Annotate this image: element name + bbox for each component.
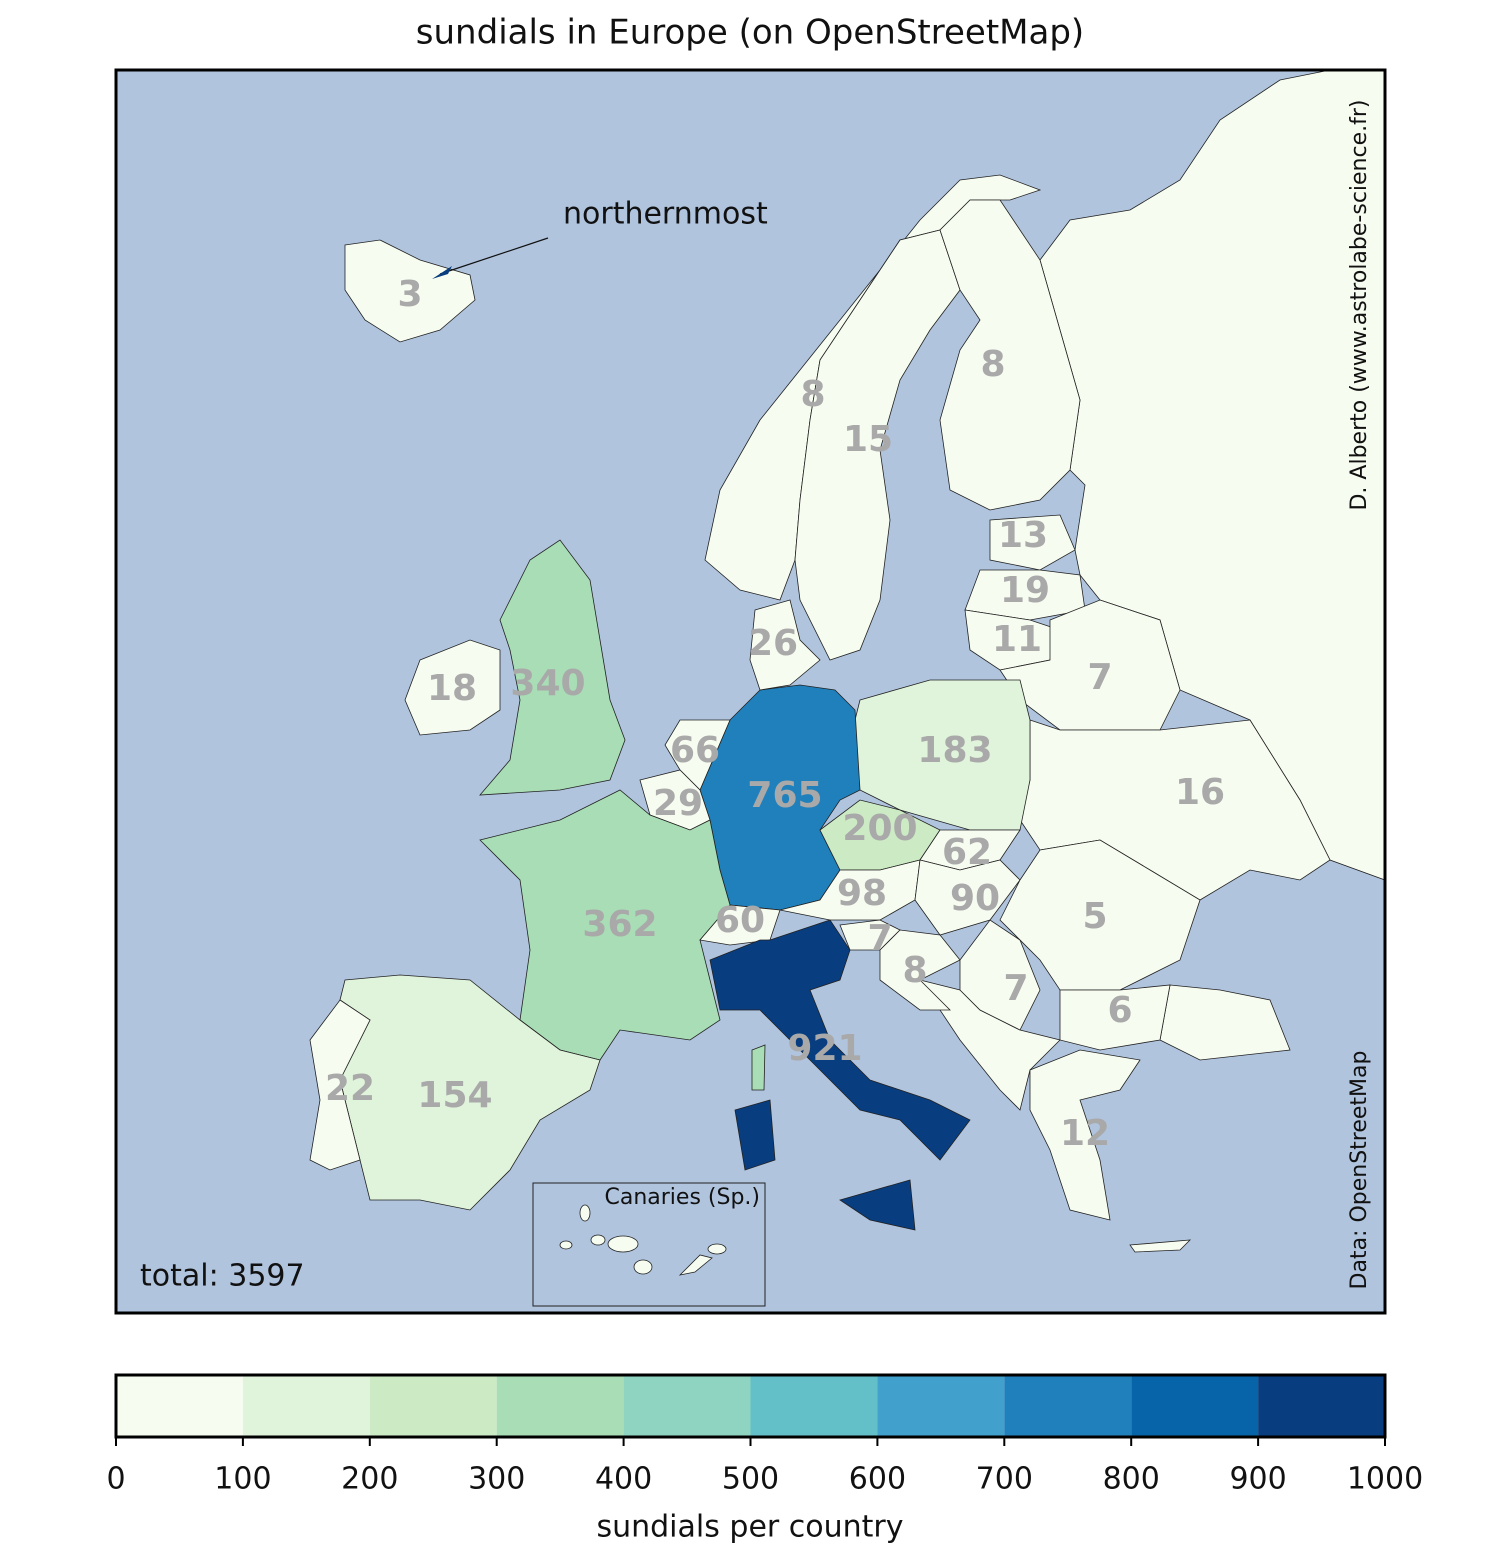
country-count: 62 (942, 832, 992, 873)
country-count: 765 (747, 775, 822, 816)
country (939, 199, 1081, 511)
country (709, 919, 971, 1231)
colorbar-tick-label: 600 (849, 1462, 906, 1497)
country-count: 18 (427, 668, 477, 709)
country-count: 12 (1060, 1113, 1110, 1154)
country (794, 229, 961, 661)
country-count: 200 (842, 808, 917, 849)
colorbar: 0 100 200 300 400 500 600 700 800 900 1000 (106, 1373, 1423, 1497)
inset-label: Canaries (Sp.) (604, 1185, 760, 1210)
colorbar-bin (496, 1375, 624, 1437)
source: Data: OpenStreetMap (1347, 1051, 1372, 1290)
country-count: 66 (670, 730, 720, 771)
country (989, 514, 1076, 571)
colorbar-tick-label: 100 (214, 1462, 271, 1497)
country (1029, 1049, 1192, 1253)
country-count: 183 (917, 730, 992, 771)
annotation-marker (432, 266, 452, 279)
colorbar-bin (1131, 1375, 1259, 1437)
country-count: 16 (1175, 772, 1225, 813)
country-labels: 3815813191171618376526662936234018200629… (325, 274, 1225, 1154)
credit: D. Alberto (www.astrolabe-science.fr) (1347, 99, 1372, 510)
colorbar-tick-label: 800 (1103, 1462, 1160, 1497)
country-count: 7 (1003, 968, 1028, 1009)
country (879, 929, 961, 1011)
country (1019, 719, 1331, 901)
colorbar-tick-label: 500 (722, 1462, 779, 1497)
country-count: 340 (510, 663, 585, 704)
colorbar-tick-label: 0 (106, 1462, 125, 1497)
country (699, 904, 781, 946)
colorbar-tick-label: 1000 (1347, 1462, 1423, 1497)
colorbar-bin (750, 1375, 878, 1437)
country-count: 8 (980, 344, 1005, 385)
country-count: 921 (787, 1028, 862, 1069)
colorbar-tick-label: 900 (1229, 1462, 1286, 1497)
title: sundials in Europe (on OpenStreetMap) (416, 13, 1084, 53)
country-count: 3 (397, 274, 422, 315)
colorbar-bin (623, 1375, 751, 1437)
map-frame (114, 68, 1387, 1315)
country-count: 8 (800, 374, 825, 415)
country (404, 639, 501, 736)
country-count: 7 (1087, 657, 1112, 698)
colorbar-tick-label: 400 (595, 1462, 652, 1497)
country-count: 60 (715, 900, 765, 941)
colorbar-tick-label: 300 (468, 1462, 525, 1497)
land (309, 69, 1386, 1253)
country-count: 13 (998, 515, 1048, 556)
colorbar-bin (877, 1375, 1005, 1437)
country (479, 539, 626, 796)
country-count: 29 (653, 783, 703, 824)
country (344, 239, 476, 343)
country-count: 362 (582, 904, 657, 945)
country-count: 11 (992, 619, 1042, 660)
country (914, 859, 1021, 936)
country (959, 919, 1041, 1031)
country-count: 90 (950, 878, 1000, 919)
inset-islands (559, 1204, 727, 1276)
colorbar-bin (1258, 1375, 1385, 1437)
annotation-line (439, 237, 549, 275)
country-count: 6 (1107, 990, 1132, 1031)
colorbar-bin (369, 1375, 497, 1437)
country-count: 22 (325, 1068, 375, 1109)
colorbar-bin (242, 1375, 370, 1437)
country (749, 599, 821, 691)
country-count: 154 (417, 1075, 492, 1116)
country-count: 98 (837, 873, 887, 914)
total-label: total: 3597 (140, 1259, 305, 1294)
annotation: northernmost (563, 197, 768, 232)
colorbar-label: sundials per country (596, 1510, 903, 1545)
colorbar-bin (1004, 1375, 1132, 1437)
colorbar-tick-label: 700 (976, 1462, 1033, 1497)
country-count: 19 (1000, 570, 1050, 611)
country (309, 999, 371, 1171)
country-count: 8 (902, 950, 927, 991)
country-count: 5 (1082, 896, 1107, 937)
country (1059, 984, 1171, 1051)
colorbar-bin (116, 1375, 243, 1437)
country (999, 839, 1201, 991)
colorbar-tick-label: 200 (341, 1462, 398, 1497)
country-count: 7 (867, 918, 892, 959)
country-count: 15 (843, 419, 893, 460)
inset-box (532, 1182, 766, 1307)
country-count: 26 (748, 623, 798, 664)
